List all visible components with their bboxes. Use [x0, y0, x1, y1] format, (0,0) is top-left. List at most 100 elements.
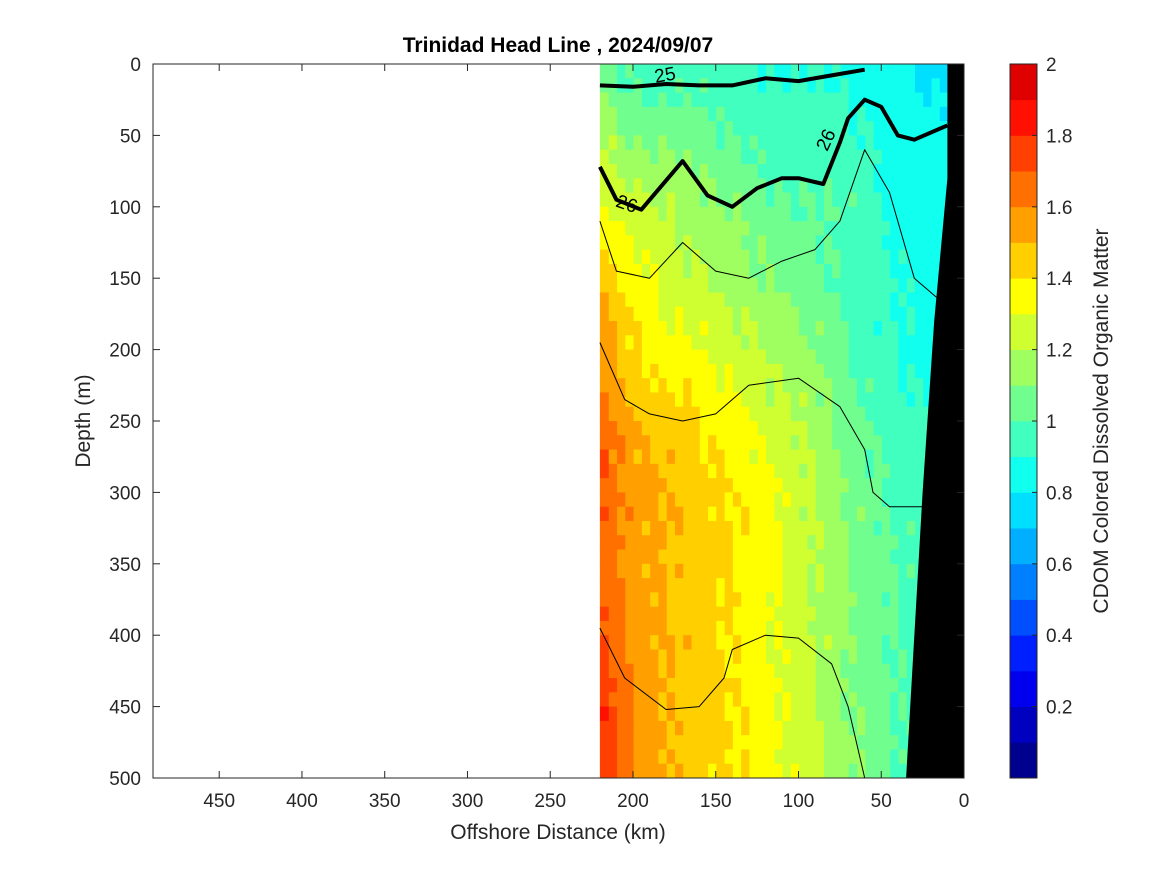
field-cell: [657, 149, 667, 165]
field-cell: [649, 563, 659, 579]
field-cell: [848, 278, 858, 294]
field-cell: [724, 478, 733, 493]
field-cell: [856, 306, 866, 322]
field-cell: [690, 192, 700, 208]
field-cell: [699, 406, 709, 422]
field-cell: [790, 135, 800, 151]
field-cell: [773, 292, 783, 308]
field-cell: [641, 692, 651, 708]
field-cell: [765, 706, 775, 722]
field-cell: [815, 192, 824, 208]
field-cell: [699, 235, 709, 251]
field-cell: [806, 592, 816, 608]
field-cell: [657, 406, 667, 422]
field-cell: [781, 649, 791, 665]
field-cell: [616, 406, 626, 422]
field-cell: [757, 92, 766, 108]
field-cell: [616, 263, 626, 279]
colorbar-swatch: [1010, 349, 1037, 386]
y-tick-label: 50: [120, 126, 141, 147]
field-cell: [798, 363, 808, 379]
field-cell: [897, 449, 907, 465]
field-cell: [889, 478, 899, 493]
field-cell: [906, 506, 915, 522]
field-cell: [649, 478, 659, 493]
field-cell: [815, 178, 824, 194]
field-cell: [790, 549, 800, 565]
field-cell: [798, 663, 808, 679]
field-cell: [856, 163, 866, 179]
field-cell: [674, 663, 684, 679]
field-cell: [641, 378, 651, 394]
field-cell: [839, 549, 849, 565]
field-cell: [657, 421, 667, 436]
field-cell: [641, 306, 651, 322]
field-cell: [732, 121, 742, 136]
field-cell: [674, 592, 684, 608]
field-cell: [939, 149, 949, 165]
field-cell: [732, 321, 742, 336]
field-cell: [806, 378, 816, 394]
field-cell: [790, 520, 800, 536]
field-cell: [806, 178, 816, 194]
field-cell: [748, 335, 758, 351]
field-cell: [616, 749, 626, 765]
field-cell: [616, 435, 626, 451]
field-cell: [864, 492, 874, 508]
field-cell: [682, 163, 692, 179]
field-cell: [773, 478, 783, 493]
field-cell: [815, 506, 824, 522]
field-cell: [757, 249, 766, 265]
field-cell: [748, 421, 758, 436]
field-cell: [632, 663, 642, 679]
field-cell: [872, 221, 882, 236]
field-cell: [790, 478, 800, 493]
field-cell: [732, 720, 742, 736]
field-cell: [674, 163, 684, 179]
field-cell: [616, 121, 626, 136]
field-cell: [674, 92, 684, 108]
field-cell: [864, 478, 874, 493]
field-cell: [872, 449, 882, 465]
field-cell: [839, 263, 849, 279]
field-cell: [823, 520, 833, 536]
field-cell: [939, 192, 949, 208]
field-cell: [649, 663, 659, 679]
field-cell: [823, 64, 833, 79]
field-cell: [798, 678, 808, 693]
field-cell: [666, 121, 675, 136]
colorbar-swatch: [1010, 742, 1037, 779]
field-cell: [881, 306, 891, 322]
field-cell: [889, 535, 899, 551]
field-cell: [881, 192, 891, 208]
field-cell: [649, 406, 659, 422]
field-cell: [724, 606, 733, 622]
field-cell: [823, 649, 833, 665]
field-cell: [790, 578, 800, 593]
field-cell: [690, 549, 700, 565]
field-cell: [690, 121, 700, 136]
field-cell: [748, 735, 758, 751]
field-cell: [624, 106, 634, 122]
field-cell: [715, 221, 725, 236]
field-cell: [798, 578, 808, 593]
field-cell: [740, 449, 750, 465]
field-cell: [649, 221, 659, 236]
colorbar-tick-label: 2: [1046, 55, 1057, 76]
field-cell: [781, 192, 791, 208]
field-cell: [889, 235, 899, 251]
field-cell: [608, 649, 618, 665]
field-cell: [897, 178, 907, 194]
field-cell: [864, 763, 874, 778]
field-cell: [740, 92, 750, 108]
field-cell: [616, 606, 626, 622]
field-cell: [790, 620, 800, 636]
field-cell: [906, 306, 915, 322]
field-cell: [765, 192, 775, 208]
field-cell: [790, 706, 800, 722]
field-cell: [798, 249, 808, 265]
field-cell: [781, 163, 791, 179]
field-cell: [815, 649, 824, 665]
y-tick-label: 250: [109, 412, 141, 433]
